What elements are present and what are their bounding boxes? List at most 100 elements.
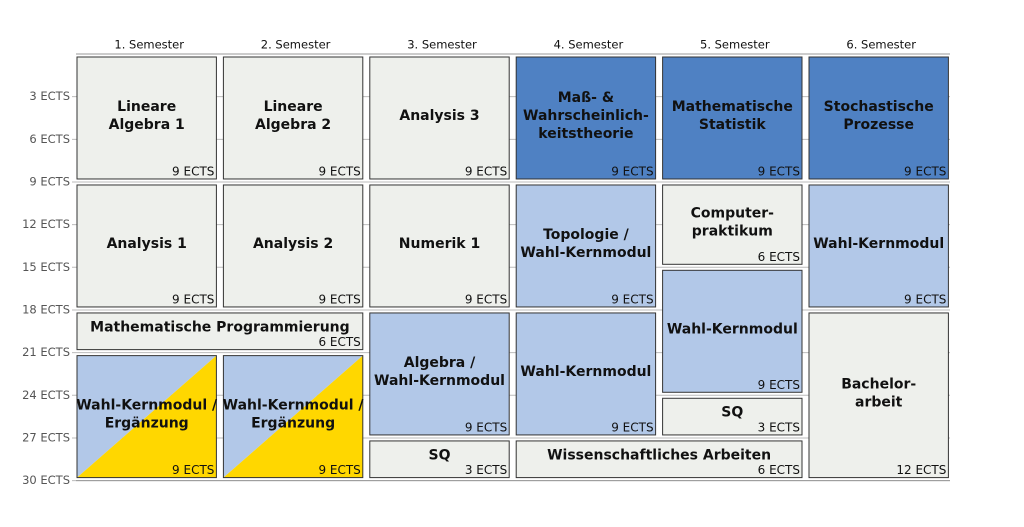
module-title: Algebra 1: [109, 117, 185, 133]
module-box: [222, 184, 364, 308]
module-title: Topologie /: [543, 227, 630, 243]
module-fill: [223, 355, 363, 478]
module: Topologie / Wahl-Kernmodul 9 ECTS: [515, 184, 657, 308]
module-title: Bachelor-: [841, 376, 916, 392]
module: Computer-praktikum 6 ECTS: [662, 184, 803, 265]
module-title: Ergänzung: [251, 416, 335, 432]
module-title: Wahl-Kernmodul: [520, 364, 651, 380]
module: Stochastische Prozesse 9 ECTS: [808, 56, 949, 180]
module-ects: 6 ECTS: [318, 335, 360, 349]
module-box: [76, 56, 217, 180]
module-ects: 3 ECTS: [465, 463, 507, 477]
y-label: 21 ECTS: [22, 345, 70, 359]
module-box: [76, 184, 217, 308]
module: Algebra / Wahl-Kernmodul 9 ECTS: [369, 312, 510, 436]
module: Analysis 3 9 ECTS: [369, 56, 510, 180]
module-title: arbeit: [855, 394, 903, 410]
module-title: Lineare: [117, 99, 176, 115]
semester-header: 1. Semester: [114, 38, 184, 52]
module-ects: 9 ECTS: [611, 164, 653, 178]
module: Lineare Algebra 2 9 ECTS: [222, 56, 364, 180]
module-title: Wahl-Kernmodul: [520, 245, 651, 261]
semester-header: 6. Semester: [846, 38, 916, 52]
y-label: 24 ECTS: [22, 388, 70, 402]
y-label: 6 ECTS: [29, 132, 70, 146]
module-ects: 9 ECTS: [465, 164, 507, 178]
y-label: 3 ECTS: [29, 89, 70, 103]
module-box: [662, 184, 803, 265]
module-ects: 9 ECTS: [318, 463, 360, 477]
module: Lineare Algebra 1 9 ECTS: [76, 56, 217, 180]
module: Wahl-Kernmodul 9 ECTS: [515, 312, 657, 436]
module-title: praktikum: [692, 224, 773, 240]
module-ects: 6 ECTS: [758, 250, 800, 264]
module-ects: 6 ECTS: [758, 463, 800, 477]
y-label: 9 ECTS: [29, 174, 70, 188]
module-ects: 9 ECTS: [172, 463, 214, 477]
module-ects: 9 ECTS: [318, 164, 360, 178]
module-title: Mathematische: [672, 99, 793, 115]
module: SQ 3 ECTS: [369, 440, 510, 479]
module: Wahl-Kernmodul / Ergänzung 9 ECTS: [222, 355, 365, 479]
module-box: [515, 312, 657, 436]
module-ects: 9 ECTS: [904, 292, 946, 306]
module-ects: 9 ECTS: [758, 164, 800, 178]
module-ects: 9 ECTS: [904, 164, 946, 178]
module-box: [808, 56, 949, 180]
module-title: Wahrscheinlich-: [523, 108, 649, 124]
module-fill: [223, 355, 363, 478]
module-title: Analysis 2: [253, 236, 333, 252]
module-box: [76, 355, 217, 479]
module-title: Analysis 1: [107, 236, 187, 252]
module-ects: 9 ECTS: [611, 292, 653, 306]
module-title: Statistik: [699, 117, 767, 133]
y-label: 27 ECTS: [22, 430, 70, 444]
module: Wahl-Kernmodul / Ergänzung 9 ECTS: [76, 355, 218, 479]
module-ects: 12 ECTS: [896, 463, 946, 477]
module-title: Algebra 2: [255, 117, 331, 133]
module: SQ 3 ECTS: [662, 397, 803, 436]
y-label: 30 ECTS: [22, 473, 70, 487]
module-box: [369, 56, 510, 180]
module: Mathematische Statistik 9 ECTS: [662, 56, 803, 180]
module-box: [808, 312, 949, 479]
module-box: [76, 312, 364, 351]
module-title: Ergänzung: [105, 416, 189, 432]
module-ects: 9 ECTS: [172, 164, 214, 178]
module-title: Wahl-Kernmodul: [374, 373, 505, 389]
module-box: [662, 56, 803, 180]
module-box: [662, 397, 803, 436]
module-ects: 9 ECTS: [611, 420, 653, 434]
module: Maß- & Wahrscheinlich-keitstheorie 9 ECTS: [515, 56, 657, 180]
module-box: [222, 56, 364, 180]
module-title: Wahl-Kernmodul: [813, 236, 944, 252]
module-ects: 9 ECTS: [172, 292, 214, 306]
y-label: 18 ECTS: [22, 302, 70, 316]
module-box: [662, 269, 803, 393]
module-box: [808, 184, 949, 308]
module-title: SQ: [721, 405, 743, 421]
module: Analysis 1 9 ECTS: [76, 184, 217, 308]
y-label: 12 ECTS: [22, 217, 70, 231]
module-title: Prozesse: [843, 117, 914, 133]
module-box: [222, 355, 364, 479]
module-ects: 3 ECTS: [758, 420, 800, 434]
module-title: Wahl-Kernmodul /: [76, 398, 218, 414]
module-title: Lineare: [264, 99, 323, 115]
module: Wahl-Kernmodul 9 ECTS: [662, 269, 803, 393]
module: Bachelor-arbeit 12 ECTS: [808, 312, 949, 479]
module-ects: 9 ECTS: [318, 292, 360, 306]
module-title: Computer-: [691, 206, 775, 222]
module-box: [515, 440, 803, 479]
module-title: Wahl-Kernmodul /: [223, 398, 365, 414]
module-box: [515, 184, 657, 308]
module-title: Mathematische Programmierung: [90, 319, 350, 335]
module-box: [369, 440, 510, 479]
module-title: Wahl-Kernmodul: [667, 321, 798, 337]
module-box: [369, 312, 510, 436]
module-box: [369, 184, 510, 308]
module-title: Maß- &: [558, 90, 614, 106]
module-fill: [77, 355, 217, 478]
